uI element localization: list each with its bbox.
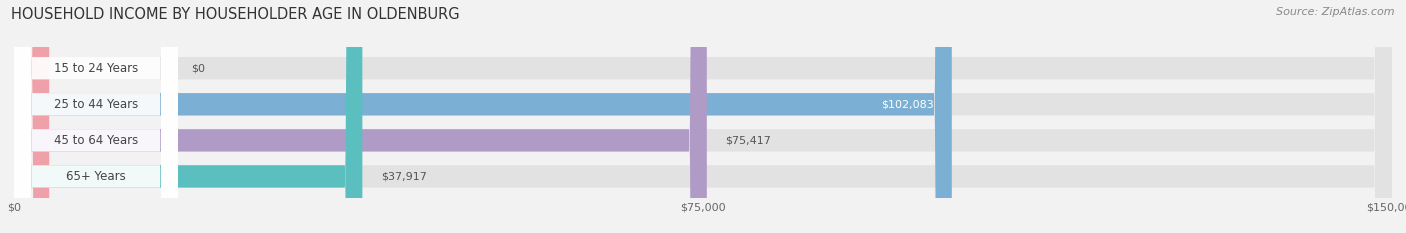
Text: 65+ Years: 65+ Years — [66, 170, 125, 183]
Text: $37,917: $37,917 — [381, 171, 426, 182]
FancyBboxPatch shape — [14, 0, 177, 233]
Text: $0: $0 — [191, 63, 205, 73]
Text: 15 to 24 Years: 15 to 24 Years — [53, 62, 138, 75]
FancyBboxPatch shape — [14, 0, 952, 233]
Text: 25 to 44 Years: 25 to 44 Years — [53, 98, 138, 111]
FancyBboxPatch shape — [14, 0, 363, 233]
FancyBboxPatch shape — [14, 0, 177, 233]
FancyBboxPatch shape — [14, 0, 1392, 233]
Text: HOUSEHOLD INCOME BY HOUSEHOLDER AGE IN OLDENBURG: HOUSEHOLD INCOME BY HOUSEHOLDER AGE IN O… — [11, 7, 460, 22]
Text: 45 to 64 Years: 45 to 64 Years — [53, 134, 138, 147]
FancyBboxPatch shape — [14, 0, 177, 233]
FancyBboxPatch shape — [14, 0, 707, 233]
Text: $75,417: $75,417 — [725, 135, 770, 145]
FancyBboxPatch shape — [14, 0, 177, 233]
Text: $102,083: $102,083 — [880, 99, 934, 109]
Text: Source: ZipAtlas.com: Source: ZipAtlas.com — [1277, 7, 1395, 17]
FancyBboxPatch shape — [14, 0, 1392, 233]
FancyBboxPatch shape — [14, 0, 1392, 233]
FancyBboxPatch shape — [14, 0, 1392, 233]
FancyBboxPatch shape — [14, 0, 49, 233]
